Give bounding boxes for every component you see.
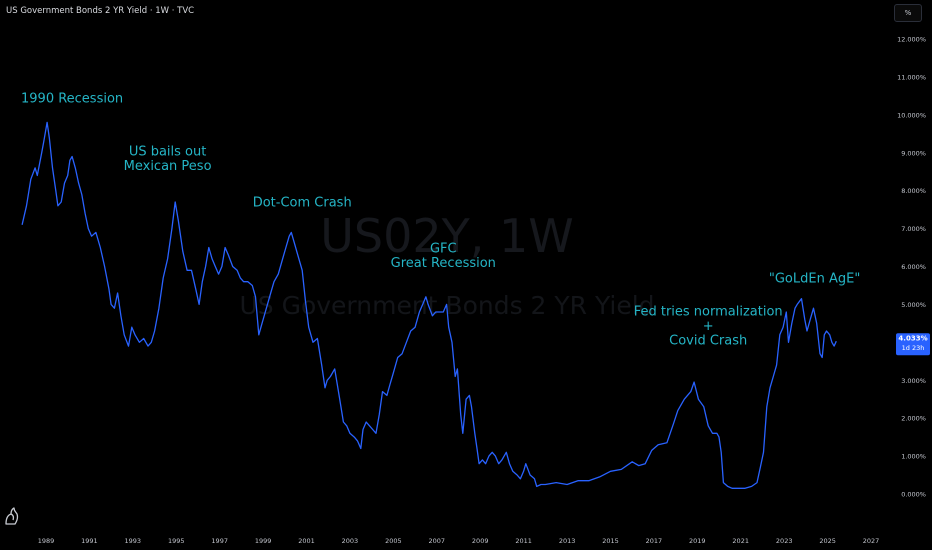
y-tick-label: 0.000% <box>901 491 926 499</box>
annotation-text: + <box>703 319 714 334</box>
y-tick-label: 1.000% <box>901 453 926 461</box>
x-tick-label: 1997 <box>211 537 228 545</box>
y-tick-label: 3.000% <box>901 377 926 385</box>
y-tick-label: 9.000% <box>901 149 926 157</box>
x-tick-label: 2019 <box>689 537 706 545</box>
annotation-text: Fed tries normalization <box>634 304 783 319</box>
x-tick-label: 2005 <box>385 537 402 545</box>
annotation-text: US bails out <box>129 145 207 160</box>
y-tick-label: 11.000% <box>897 73 926 81</box>
y-tick-label: 6.000% <box>901 263 926 271</box>
y-tick-label: 2.000% <box>901 415 926 423</box>
y-tick-label: 10.000% <box>897 111 926 119</box>
annotation-text: Great Recession <box>391 256 496 271</box>
x-tick-label: 2017 <box>646 537 663 545</box>
price-scale-unit-button[interactable]: % <box>894 4 922 22</box>
annotation-text: Mexican Peso <box>124 159 212 174</box>
chart-title: US Government Bonds 2 YR Yield · 1W · TV… <box>6 6 195 16</box>
x-tick-label: 2001 <box>298 537 315 545</box>
y-tick-label: 8.000% <box>901 187 926 195</box>
x-tick-label: 2003 <box>342 537 359 545</box>
bar-countdown: 1d 23h <box>902 344 925 352</box>
x-tick-label: 1993 <box>125 537 142 545</box>
x-tick-label: 1991 <box>81 537 98 545</box>
annotation-text: 1990 Recession <box>21 91 123 106</box>
x-tick-label: 2015 <box>602 537 619 545</box>
series-line-0 <box>21 121 837 489</box>
price-axis[interactable]: 12.000% 11.000% 10.000% 9.000% 8.000% 7.000% 6… <box>897 36 926 499</box>
x-tick-label: 1999 <box>255 537 272 545</box>
annotation-text: "GoLdEn AgE" <box>769 271 860 286</box>
y-tick-label: 12.000% <box>897 36 926 44</box>
x-tick-label: 2025 <box>819 537 836 545</box>
x-tick-label: 2013 <box>559 537 576 545</box>
time-axis[interactable]: 1989 1991 1993 1995 1997 1999 2001 2003 2005 2007… <box>38 537 880 545</box>
annotation-text: Dot-Com Crash <box>253 196 352 211</box>
tradingview-logo-icon[interactable] <box>4 506 20 526</box>
annotation-text: Covid Crash <box>669 333 747 348</box>
price-series <box>21 121 837 489</box>
y-tick-label: 5.000% <box>901 301 926 309</box>
x-tick-label: 2009 <box>472 537 489 545</box>
x-tick-label: 1989 <box>38 537 55 545</box>
x-tick-label: 2011 <box>515 537 532 545</box>
last-price-value: 4.033% <box>898 335 927 343</box>
last-price-tag-background <box>896 333 930 356</box>
y-tick-label: 7.000% <box>901 225 926 233</box>
last-price-tag: 4.033% 1d 23h <box>896 333 930 356</box>
annotation-text: GFC <box>430 241 457 256</box>
x-tick-label: 2021 <box>732 537 749 545</box>
x-tick-label: 2023 <box>776 537 793 545</box>
x-tick-label: 2027 <box>863 537 880 545</box>
x-tick-label: 1995 <box>168 537 185 545</box>
x-tick-label: 2007 <box>429 537 446 545</box>
watermark-symbol: US02Y, 1W <box>320 209 574 263</box>
